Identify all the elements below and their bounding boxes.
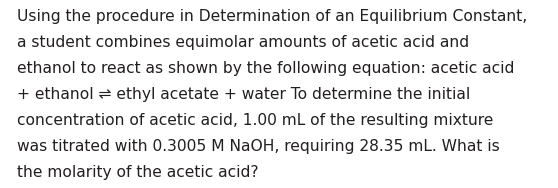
Text: was titrated with 0.3005 M NaOH, requiring 28.35 mL. What is: was titrated with 0.3005 M NaOH, requiri…	[17, 139, 499, 154]
Text: + ethanol ⇌ ethyl acetate + water To determine the initial: + ethanol ⇌ ethyl acetate + water To det…	[17, 87, 470, 102]
Text: concentration of acetic acid, 1.00 mL of the resulting mixture: concentration of acetic acid, 1.00 mL of…	[17, 113, 493, 128]
Text: Using the procedure in Determination of an Equilibrium Constant,: Using the procedure in Determination of …	[17, 9, 527, 24]
Text: a student combines equimolar amounts of acetic acid and: a student combines equimolar amounts of …	[17, 35, 469, 50]
Text: the molarity of the acetic acid?: the molarity of the acetic acid?	[17, 165, 258, 180]
Text: ethanol to react as shown by the following equation: acetic acid: ethanol to react as shown by the followi…	[17, 61, 514, 76]
